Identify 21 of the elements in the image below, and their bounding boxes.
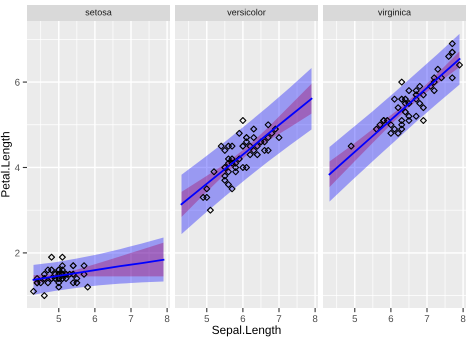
y-tick-label: 6: [15, 78, 20, 86]
x-tick-label: 7: [276, 315, 282, 322]
y-tick-label: 2: [15, 250, 20, 256]
x-tick-label: 7: [424, 315, 430, 322]
chart-title: virginica: [378, 8, 412, 18]
x-tick-label: 6: [240, 315, 246, 322]
chart-title: versicolor: [227, 8, 266, 16]
chart-title: setosa: [85, 10, 112, 16]
x-tick-label: 6: [388, 315, 394, 322]
x-tick-label: 7: [128, 315, 134, 322]
x-axis-title: Sepal.Length: [212, 325, 281, 336]
y-tick-label: 4: [14, 164, 20, 172]
x-tick-label: 5: [56, 315, 62, 322]
y-axis-title: Petal.Length: [0, 132, 12, 197]
x-tick-label: 8: [460, 315, 466, 322]
x-tick-label: 8: [164, 315, 170, 322]
line-series: [32, 258, 164, 281]
x-tick-label: 8: [312, 315, 318, 322]
x-tick-label: 5: [352, 315, 358, 322]
x-tick-label: 5: [204, 315, 210, 322]
x-tick-label: 6: [92, 315, 98, 322]
